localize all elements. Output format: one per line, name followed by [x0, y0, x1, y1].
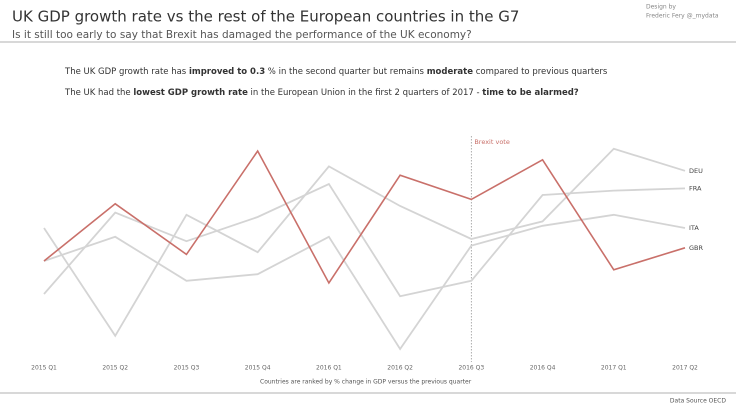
annotation-label: Brexit vote [474, 138, 510, 146]
note-segment: The UK had the [64, 88, 133, 98]
x-tick-label: 2017 Q2 [672, 365, 698, 372]
series-label: FRA [689, 184, 702, 192]
series-label: DEU [689, 167, 703, 175]
note-segment: improved to 0.3 [189, 67, 265, 77]
note-segment: moderate [427, 67, 474, 77]
chart-subtitle: Is it still too early to say that Brexit… [12, 29, 472, 41]
x-tick-label: 2015 Q4 [245, 365, 271, 372]
series-label: GBR [689, 244, 703, 252]
note-segment: The UK GDP growth rate has [64, 67, 189, 77]
x-tick-label: 2015 Q3 [174, 365, 200, 372]
x-tick-label: 2015 Q2 [102, 365, 128, 372]
x-tick-label: 2017 Q1 [601, 365, 627, 372]
series-line [43, 182, 686, 298]
chart-title: UK GDP growth rate vs the rest of the Eu… [12, 8, 519, 26]
note-segment: in the European Union in the first 2 qua… [248, 88, 482, 98]
series-line [43, 213, 686, 351]
credit: Design by [646, 4, 676, 11]
x-axis-label: Countries are ranked by % change in GDP … [260, 379, 472, 386]
series-line [43, 147, 686, 338]
note-segment: compared to previous quarters [473, 67, 608, 77]
note: The UK had the lowest GDP growth rate in… [64, 88, 579, 98]
series-line [43, 149, 686, 285]
x-tick-label: 2016 Q1 [316, 365, 342, 372]
note-segment: lowest GDP growth rate [133, 88, 248, 98]
x-tick-label: 2015 Q1 [31, 365, 57, 372]
x-tick-label: 2016 Q2 [387, 365, 413, 372]
x-tick-label: 2016 Q4 [530, 365, 556, 372]
note-segment: time to be alarmed? [482, 88, 579, 98]
series-label: ITA [689, 224, 699, 232]
note: The UK GDP growth rate has improved to 0… [64, 67, 608, 77]
source: Data Source OECD [670, 398, 726, 405]
credit: Frederic Fery @_mydata [646, 13, 719, 20]
x-tick-label: 2016 Q3 [458, 365, 484, 372]
note-segment: % in the second quarter but remains [265, 67, 427, 77]
